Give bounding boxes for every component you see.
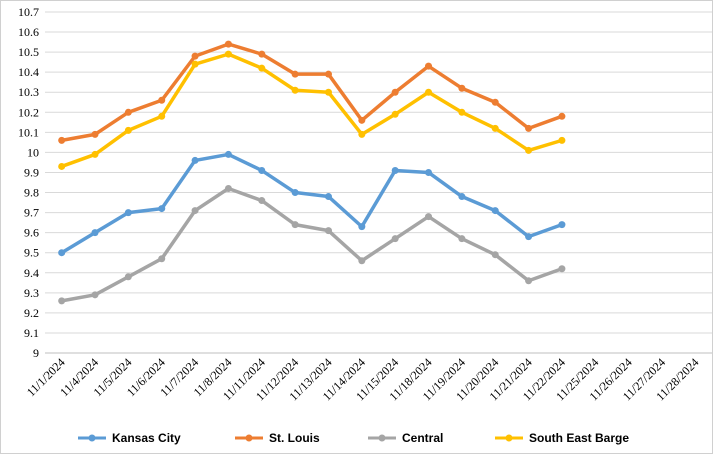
- data-point: [124, 273, 132, 281]
- data-point: [425, 62, 433, 70]
- data-point: [58, 297, 66, 305]
- data-point: [91, 130, 99, 138]
- data-point: [124, 209, 132, 217]
- data-point: [124, 108, 132, 116]
- data-point: [525, 277, 533, 285]
- data-point: [558, 112, 566, 120]
- data-point: [558, 265, 566, 273]
- data-point: [491, 207, 499, 215]
- legend-label: St. Louis: [269, 431, 320, 445]
- y-tick-label: 9.7: [24, 206, 39, 220]
- data-point: [358, 116, 366, 124]
- data-point: [58, 162, 66, 170]
- legend-label: South East Barge: [529, 431, 629, 445]
- data-point: [425, 88, 433, 96]
- data-point: [391, 235, 399, 243]
- data-point: [58, 249, 66, 257]
- data-point: [525, 124, 533, 132]
- data-point: [158, 255, 166, 263]
- data-point: [224, 185, 232, 193]
- data-point: [391, 110, 399, 118]
- y-tick-label: 9.2: [24, 306, 39, 320]
- data-point: [91, 291, 99, 299]
- data-point: [291, 86, 299, 94]
- data-point: [258, 64, 266, 72]
- y-tick-label: 10.2: [18, 105, 39, 119]
- data-point: [391, 88, 399, 96]
- y-tick-label: 9.8: [24, 186, 39, 200]
- data-point: [158, 96, 166, 104]
- data-point: [458, 235, 466, 243]
- data-point: [224, 50, 232, 58]
- y-tick-label: 10.4: [18, 65, 39, 79]
- y-tick-label: 10: [27, 145, 39, 159]
- y-tick-label: 10.3: [18, 85, 39, 99]
- data-point: [291, 221, 299, 229]
- legend-marker: [505, 434, 513, 442]
- data-point: [491, 98, 499, 106]
- series-line: [61, 42, 563, 143]
- data-point: [158, 112, 166, 120]
- data-point: [324, 88, 332, 96]
- data-point: [224, 40, 232, 48]
- y-tick-label: 10.7: [18, 5, 39, 19]
- y-tick-label: 9.6: [24, 226, 39, 240]
- y-tick-label: 9.9: [24, 165, 39, 179]
- y-tick-label: 9.3: [24, 286, 39, 300]
- data-point: [491, 251, 499, 259]
- y-tick-label: 10.6: [18, 25, 39, 39]
- data-point: [358, 130, 366, 138]
- data-point: [124, 126, 132, 134]
- data-point: [158, 205, 166, 213]
- data-point: [391, 166, 399, 174]
- data-point: [425, 168, 433, 176]
- series-line: [61, 52, 563, 169]
- legend-label: Central: [402, 431, 443, 445]
- data-point: [458, 108, 466, 116]
- data-point: [191, 60, 199, 68]
- legend-marker: [88, 434, 96, 442]
- data-point: [224, 150, 232, 158]
- data-point: [58, 136, 66, 144]
- y-tick-label: 9: [33, 346, 39, 360]
- data-point: [458, 193, 466, 201]
- data-point: [525, 233, 533, 241]
- data-point: [191, 52, 199, 60]
- data-point: [258, 50, 266, 58]
- data-point: [324, 70, 332, 78]
- data-point: [258, 166, 266, 174]
- legend-marker: [245, 434, 253, 442]
- data-point: [358, 223, 366, 231]
- data-point: [491, 124, 499, 132]
- data-point: [191, 156, 199, 164]
- y-tick-label: 9.5: [24, 246, 39, 260]
- data-point: [258, 197, 266, 205]
- y-tick-label: 9.4: [24, 266, 39, 280]
- y-tick-label: 10.1: [18, 125, 39, 139]
- data-point: [425, 213, 433, 221]
- data-point: [458, 84, 466, 92]
- y-tick-label: 9.1: [24, 326, 39, 340]
- data-point: [558, 221, 566, 229]
- data-point: [525, 146, 533, 154]
- legend-marker: [378, 434, 386, 442]
- data-point: [91, 150, 99, 158]
- data-point: [324, 193, 332, 201]
- data-point: [291, 189, 299, 197]
- y-tick-label: 10.5: [18, 45, 39, 59]
- data-point: [191, 207, 199, 215]
- series-line: [61, 186, 563, 303]
- data-point: [558, 136, 566, 144]
- series-line: [60, 152, 563, 255]
- data-point: [91, 229, 99, 237]
- data-point: [291, 70, 299, 78]
- legend-label: Kansas City: [112, 431, 181, 445]
- data-point: [324, 227, 332, 235]
- data-point: [358, 257, 366, 265]
